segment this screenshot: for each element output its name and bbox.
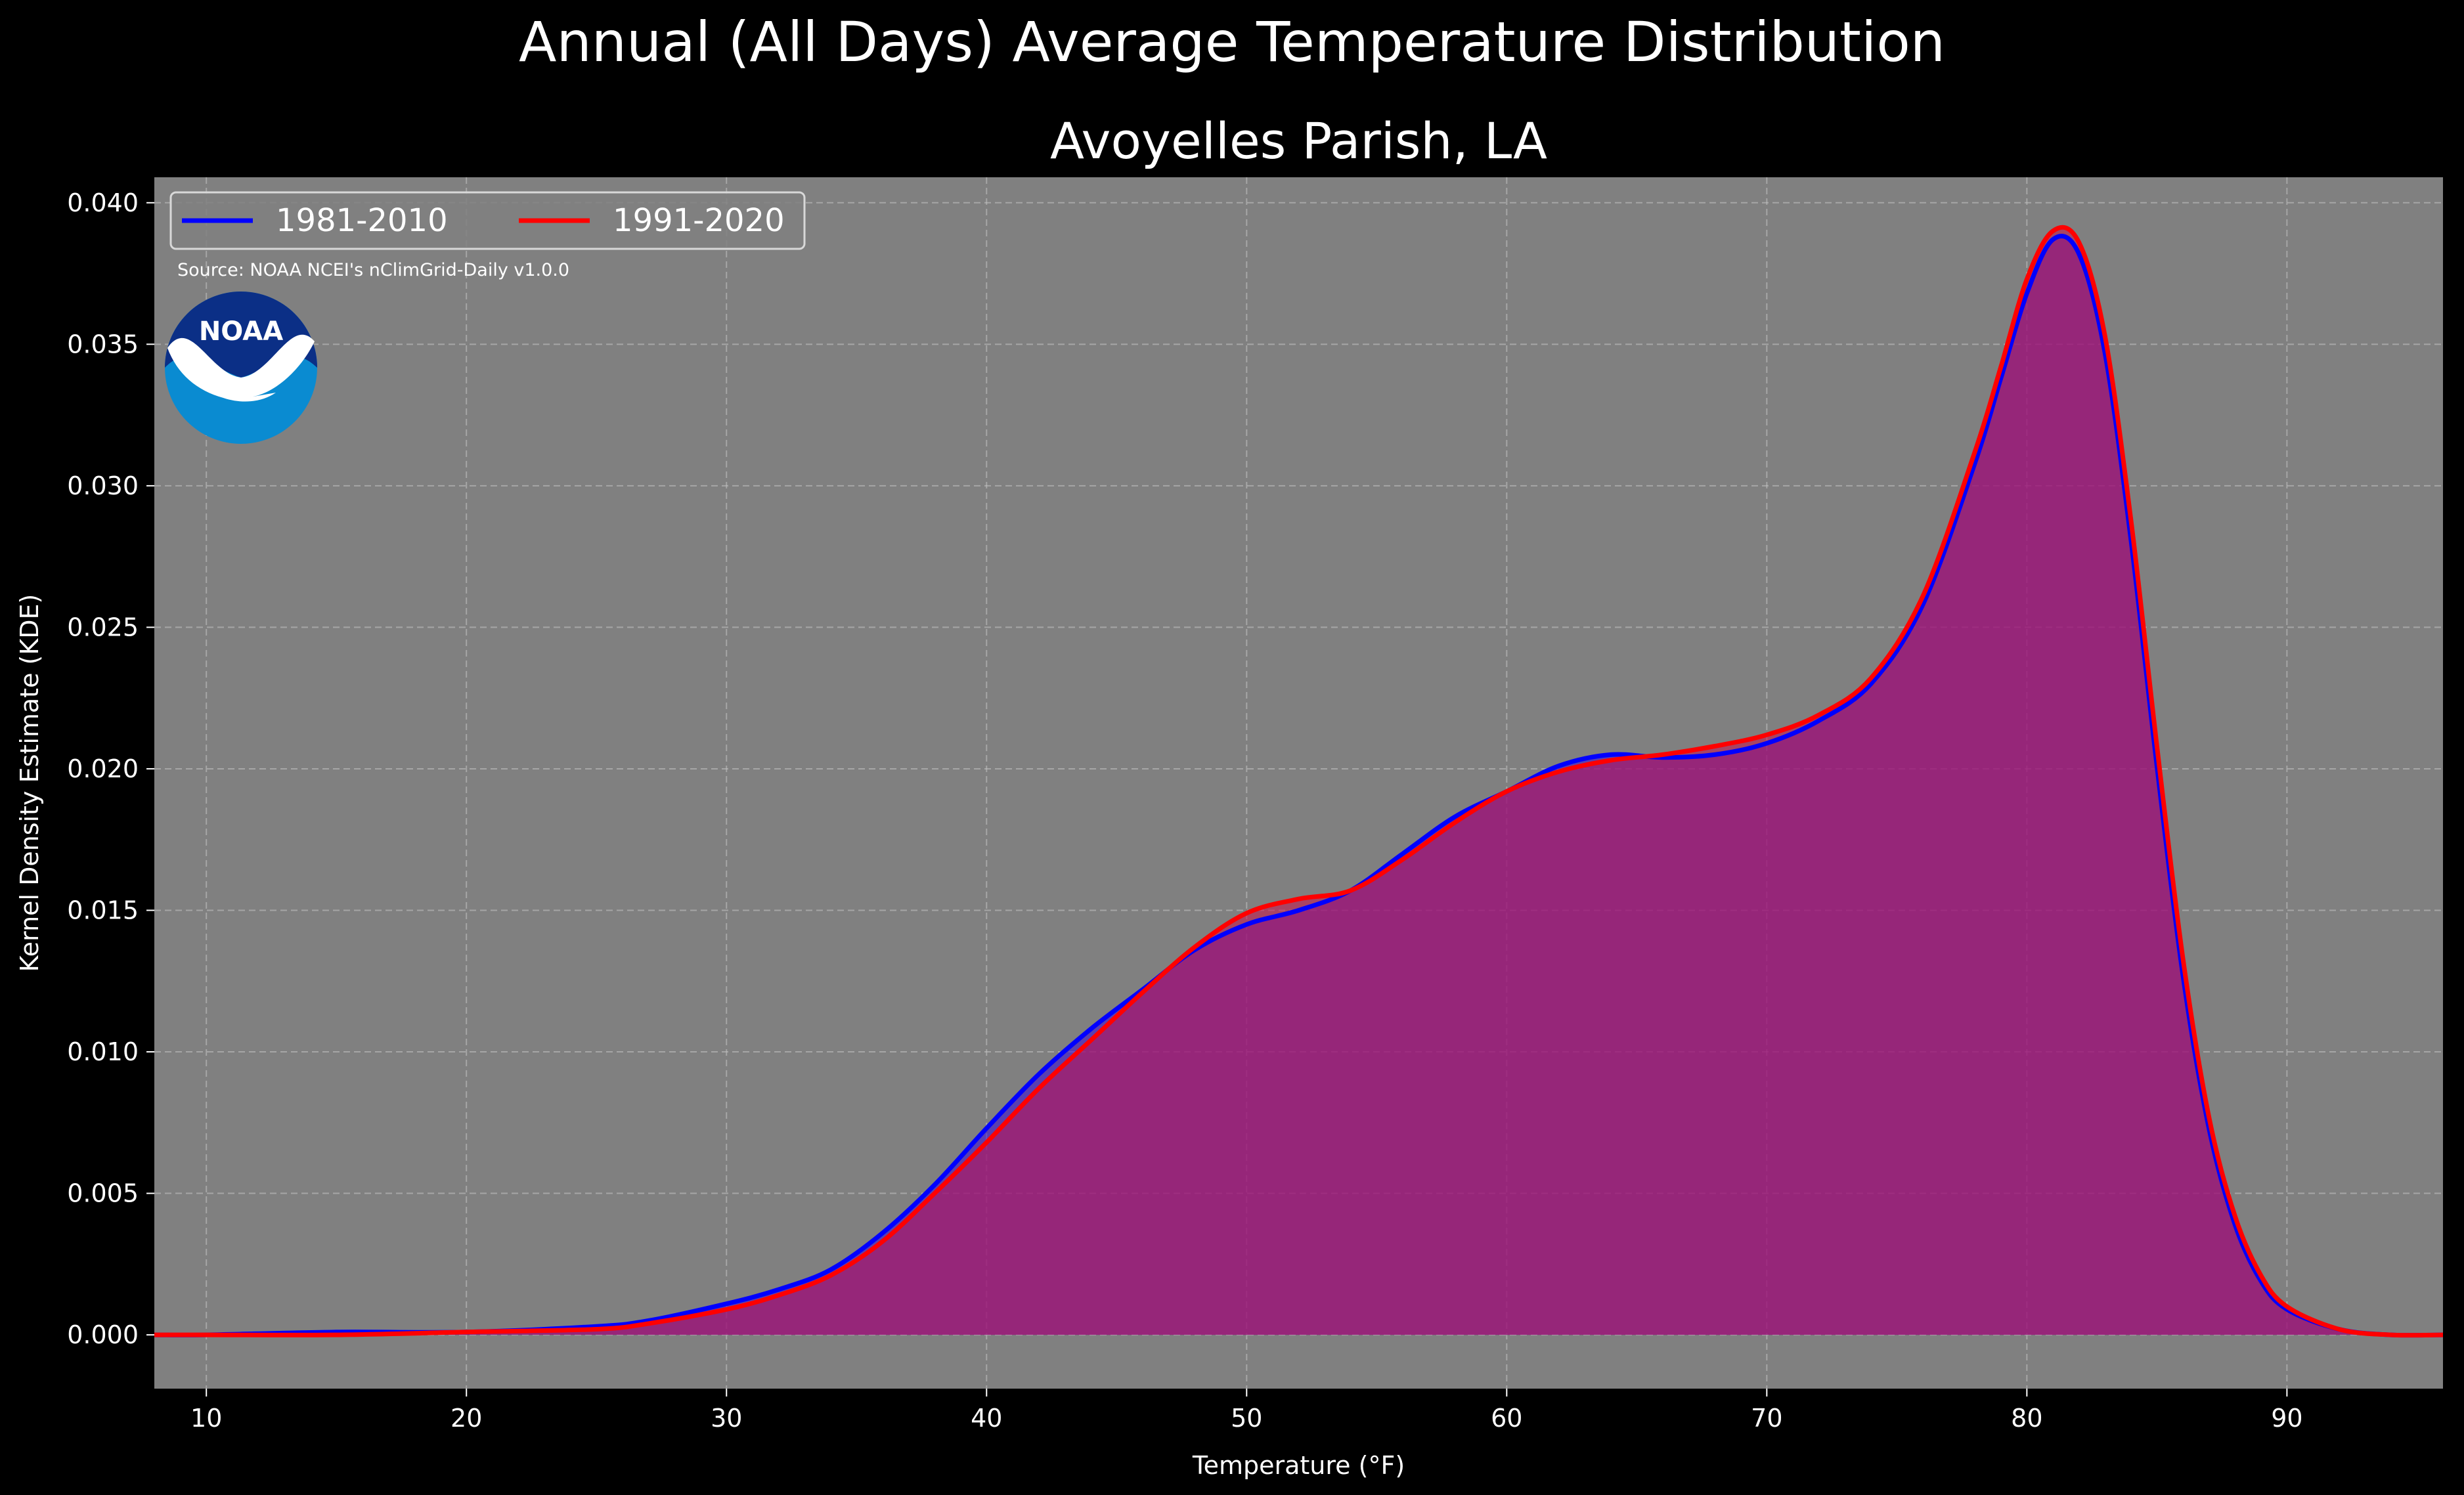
figure-suptitle: Annual (All Days) Average Temperature Di… [519, 10, 1945, 74]
series-lines [154, 225, 2444, 1338]
area-fills [154, 227, 2443, 1335]
source-note: Source: NOAA NCEI's nClimGrid-Daily v1.0… [177, 260, 569, 280]
x-tick-label: 50 [1231, 1404, 1262, 1433]
legend-frame [169, 191, 806, 250]
y-tick-label: 0.035 [67, 330, 139, 358]
y-tick-label: 0.020 [67, 754, 139, 783]
x-tick-label: 90 [2271, 1404, 2302, 1433]
legend-label-1991-2020: 1991-2020 [613, 202, 785, 239]
series-1991-2020-area [154, 227, 2443, 1335]
x-tick-label: 20 [451, 1404, 482, 1433]
noaa-logo-text: NOAA [199, 316, 283, 347]
y-tick-label: 0.005 [67, 1179, 139, 1208]
y-tick-label: 0.030 [67, 471, 139, 500]
x-tick-label: 60 [1491, 1404, 1522, 1433]
axis-ticks: 10 20 30 40 50 60 70 80 90 0.000 0.005 0.010 0.015 0.… [67, 188, 2302, 1433]
legend-label-1981-2010: 1981-2010 [276, 202, 448, 239]
series-1991-2020-line [154, 225, 2444, 1338]
y-axis-label: Kernel Density Estimate (KDE) [15, 594, 44, 972]
plot-title: Avoyelles Parish, LA [1050, 112, 1547, 170]
x-tick-label: 40 [971, 1404, 1002, 1433]
x-tick-label: 10 [190, 1404, 222, 1433]
legend: 1981-2010 1991-2020 [169, 191, 806, 250]
x-axis-label: Temperature (°F) [1192, 1451, 1405, 1480]
y-tick-label: 0.000 [67, 1320, 139, 1349]
x-tick-label: 30 [711, 1404, 742, 1433]
y-tick-label: 0.015 [67, 896, 139, 924]
x-tick-label: 80 [2011, 1404, 2042, 1433]
x-tick-label: 70 [1751, 1404, 1782, 1433]
noaa-logo: NOAA [165, 292, 317, 444]
y-tick-label: 0.025 [67, 613, 139, 641]
y-tick-label: 0.010 [67, 1037, 139, 1066]
y-tick-label: 0.040 [67, 188, 139, 217]
